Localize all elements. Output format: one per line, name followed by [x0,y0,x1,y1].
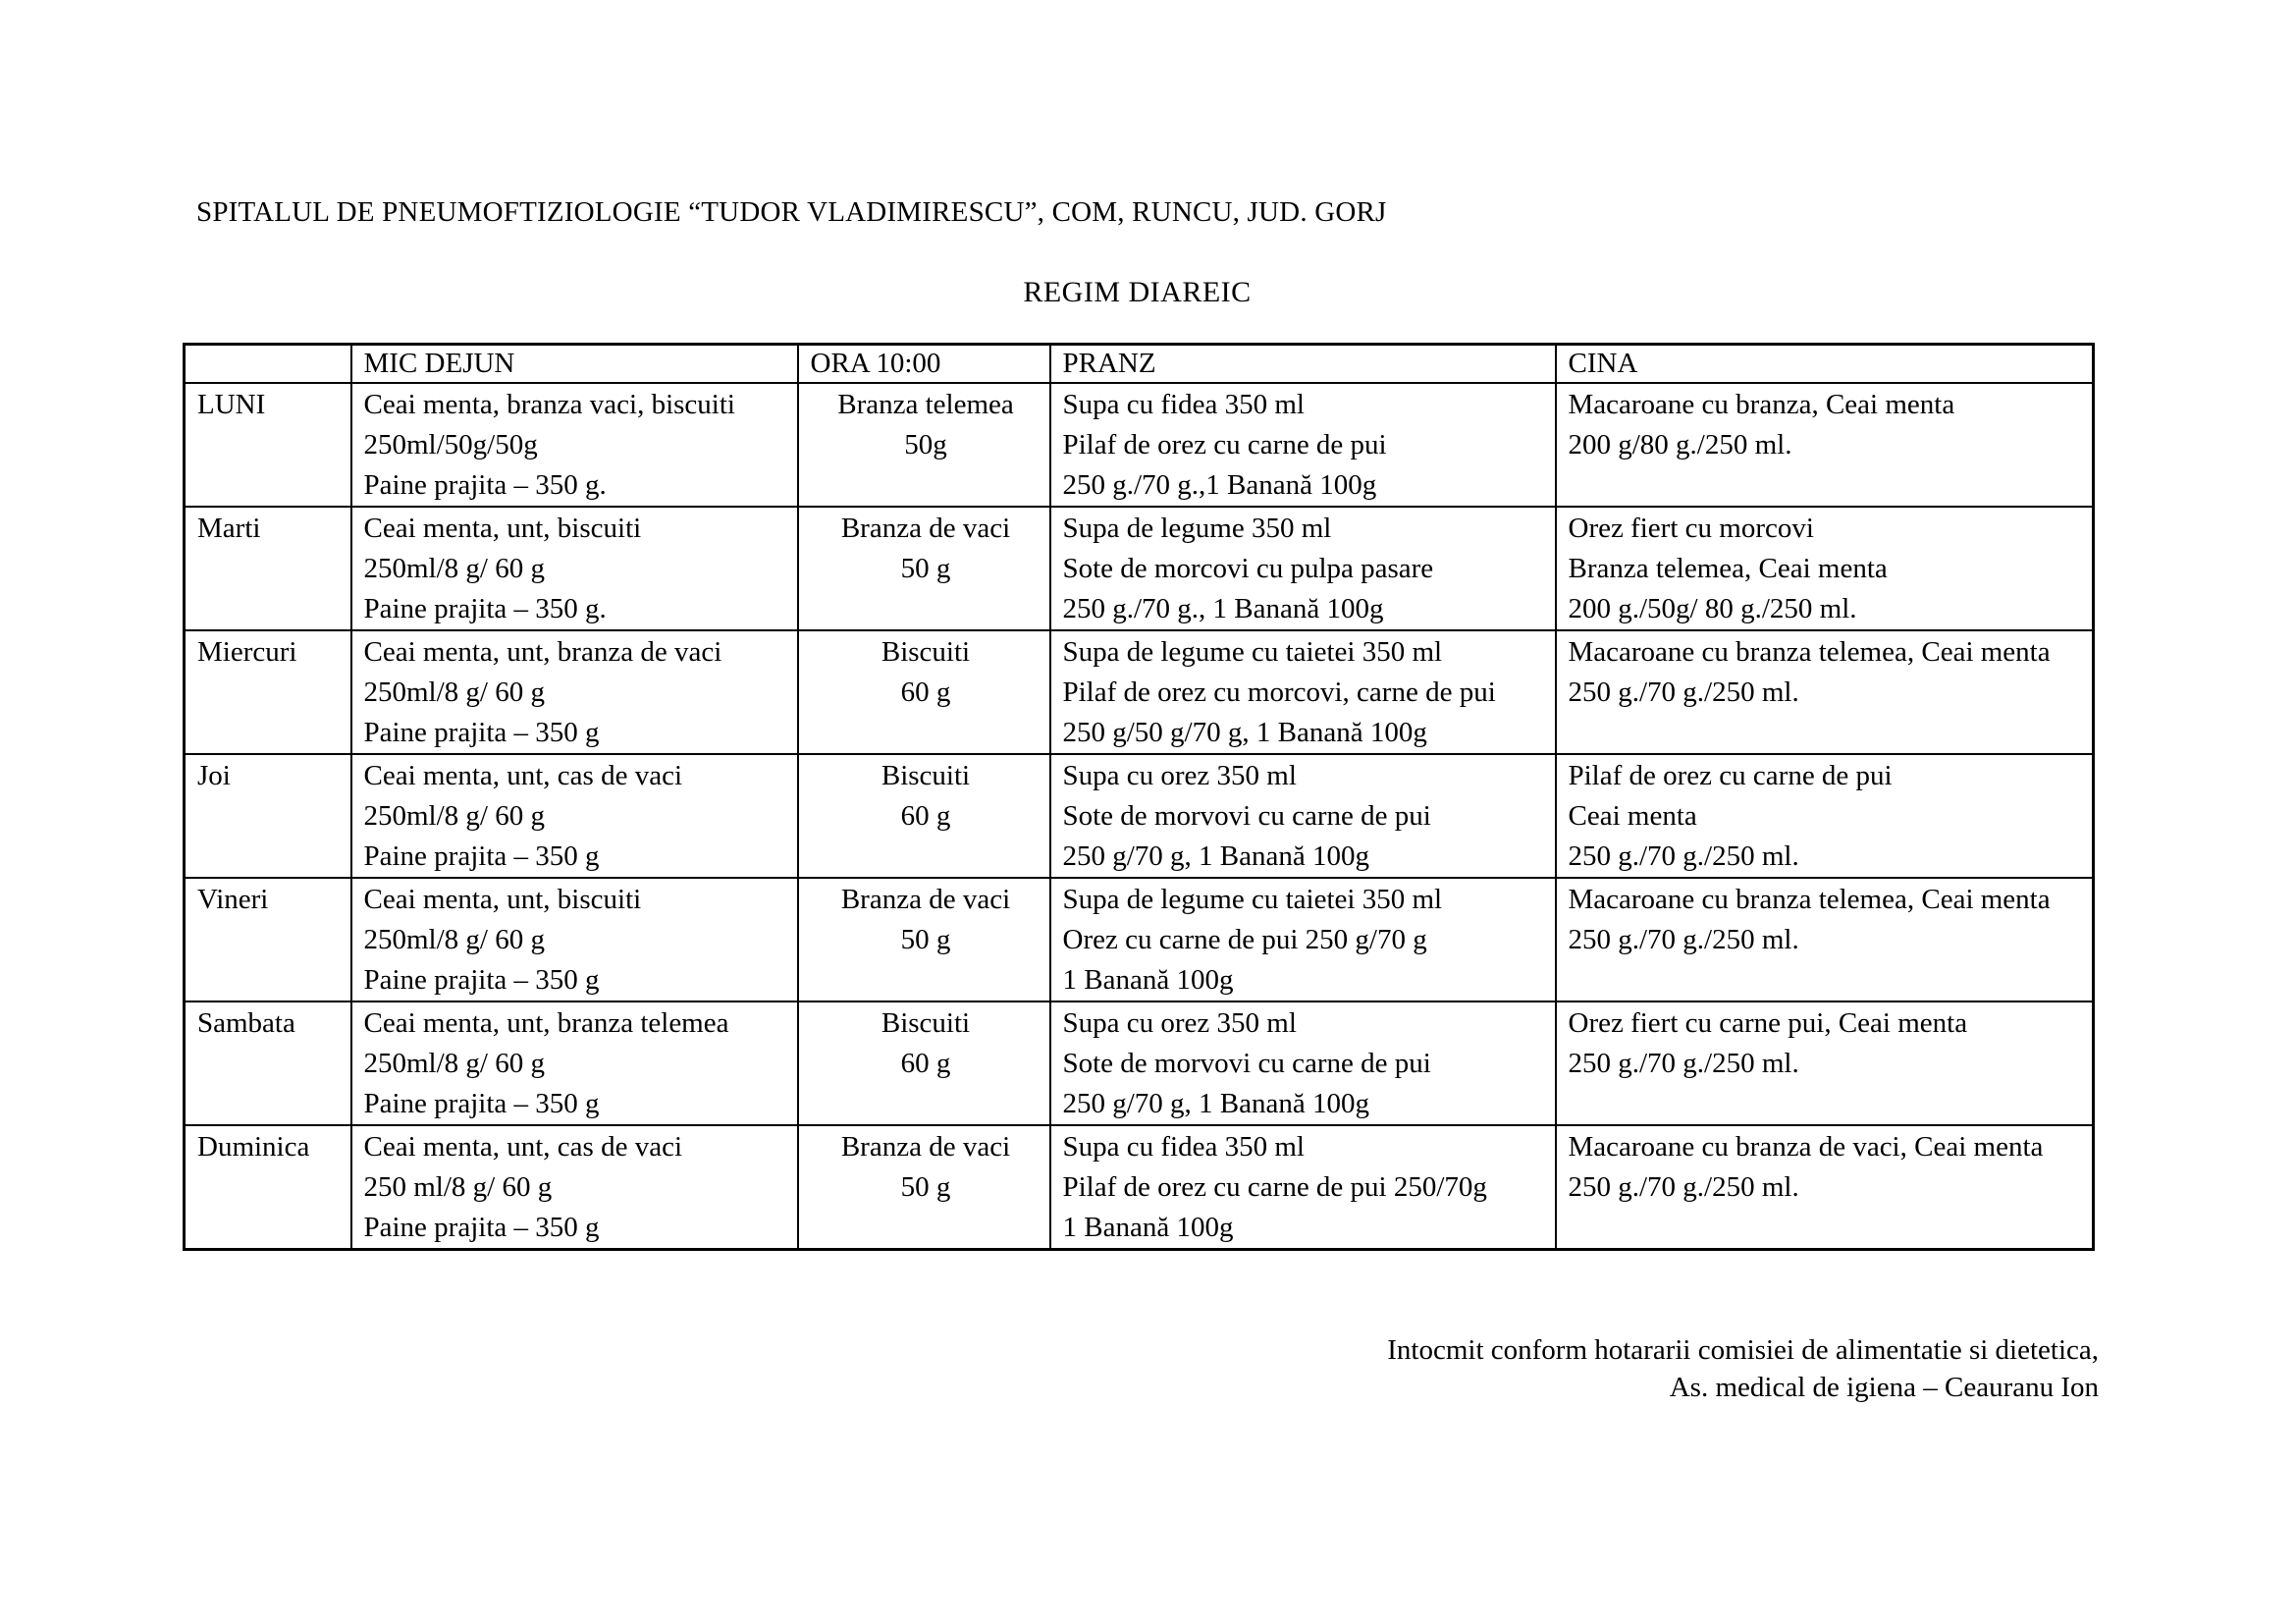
cell-cina: Orez fiert cu morcovi Branza telemea, Ce… [1554,505,2095,631]
cell-day: Miercuri [183,628,352,755]
cell-day: Joi [183,752,352,879]
table-row: Joi Ceai menta, unt, cas de vaci 250ml/8… [183,752,2095,879]
cell-ora-10: Branza de vaci 50 g [796,876,1051,1002]
cell-cina: Macaroane cu branza, Ceai menta 200 g/80… [1554,381,2095,508]
menu-table-body: LUNI Ceai menta, branza vaci, biscuiti 2… [183,381,2095,1250]
header-cell-day [183,343,352,384]
signature-line-2: As. medical de igiena – Ceauranu Ion [1669,1372,2099,1403]
cell-mic-dejun: Ceai menta, branza vaci, biscuiti 250ml/… [349,381,799,508]
cell-pranz: Supa cu orez 350 ml Sote de morvovi cu c… [1048,752,1557,879]
cell-ora-10: Biscuiti 60 g [796,628,1051,755]
header-cell-pranz: PRANZ [1048,343,1557,384]
table-header-row: MIC DEJUN ORA 10:00 PRANZ CINA [183,343,2095,384]
table-row: Miercuri Ceai menta, unt, branza de vaci… [183,628,2095,755]
cell-day: Sambata [183,1000,352,1126]
cell-mic-dejun: Ceai menta, unt, cas de vaci 250 ml/8 g/… [349,1123,799,1250]
cell-day: LUNI [183,381,352,508]
cell-cina: Macaroane cu branza telemea, Ceai menta … [1554,876,2095,1002]
header-cell-cina: CINA [1554,343,2095,384]
cell-pranz: Supa de legume 350 ml Sote de morcovi cu… [1048,505,1557,631]
cell-mic-dejun: Ceai menta, unt, branza de vaci 250ml/8 … [349,628,799,755]
header-cell-ora-10: ORA 10:00 [796,343,1051,384]
cell-pranz: Supa cu fidea 350 ml Pilaf de orez cu ca… [1048,1123,1557,1250]
cell-day: Marti [183,505,352,631]
cell-ora-10: Branza telemea 50g [796,381,1051,508]
cell-mic-dejun: Ceai menta, unt, biscuiti 250ml/8 g/ 60 … [349,876,799,1002]
cell-ora-10: Branza de vaci 50 g [796,1123,1051,1250]
cell-ora-10: Biscuiti 60 g [796,752,1051,879]
cell-cina: Macaroane cu branza de vaci, Ceai menta … [1554,1123,2095,1250]
signature-block: Intocmit conform hotararii comisiei de a… [1387,1331,2099,1406]
cell-mic-dejun: Ceai menta, unt, biscuiti 250ml/8 g/ 60 … [349,505,799,631]
cell-ora-10: Branza de vaci 50 g [796,505,1051,631]
cell-pranz: Supa cu fidea 350 ml Pilaf de orez cu ca… [1048,381,1557,508]
cell-day: Vineri [183,876,352,1002]
cell-mic-dejun: Ceai menta, unt, cas de vaci 250ml/8 g/ … [349,752,799,879]
cell-cina: Orez fiert cu carne pui, Ceai menta 250 … [1554,1000,2095,1126]
document-subtitle: REGIM DIAREIC [1023,276,1252,308]
table-row: Duminica Ceai menta, unt, cas de vaci 25… [183,1123,2095,1250]
cell-ora-10: Biscuiti 60 g [796,1000,1051,1126]
table-row: Marti Ceai menta, unt, biscuiti 250ml/8 … [183,505,2095,631]
table-row: Vineri Ceai menta, unt, biscuiti 250ml/8… [183,876,2095,1002]
header-cell-mic-dejun: MIC DEJUN [349,343,799,384]
cell-cina: Macaroane cu branza telemea, Ceai menta … [1554,628,2095,755]
cell-pranz: Supa de legume cu taietei 350 ml Pilaf d… [1048,628,1557,755]
table-row: Sambata Ceai menta, unt, branza telemea … [183,1000,2095,1126]
cell-pranz: Supa de legume cu taietei 350 ml Orez cu… [1048,876,1557,1002]
cell-mic-dejun: Ceai menta, unt, branza telemea 250ml/8 … [349,1000,799,1126]
signature-line-1: Intocmit conform hotararii comisiei de a… [1387,1334,2099,1366]
cell-day: Duminica [183,1123,352,1250]
cell-cina: Pilaf de orez cu carne de pui Ceai menta… [1554,752,2095,879]
table-row: LUNI Ceai menta, branza vaci, biscuiti 2… [183,381,2095,508]
document-title: SPITALUL DE PNEUMOFTIZIOLOGIE “TUDOR VLA… [196,196,1387,228]
diet-menu-table: MIC DEJUN ORA 10:00 PRANZ CINA LUNI Ceai… [183,343,2095,1251]
cell-pranz: Supa cu orez 350 ml Sote de morvovi cu c… [1048,1000,1557,1126]
